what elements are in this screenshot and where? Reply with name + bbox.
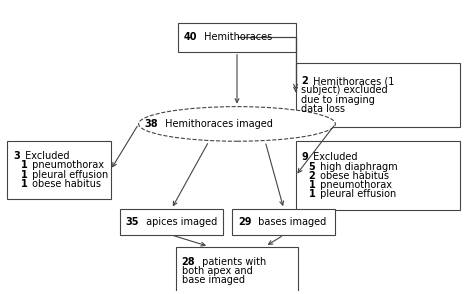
Text: subject) excluded: subject) excluded <box>301 86 388 96</box>
Text: 29: 29 <box>238 217 251 227</box>
Text: 35: 35 <box>126 217 139 227</box>
Text: 1: 1 <box>20 161 27 171</box>
FancyBboxPatch shape <box>120 209 223 235</box>
Text: obese habitus: obese habitus <box>29 179 101 189</box>
Text: 1: 1 <box>309 180 315 190</box>
Text: 28: 28 <box>182 257 195 267</box>
Text: high diaphragm: high diaphragm <box>317 162 398 172</box>
FancyBboxPatch shape <box>178 23 296 52</box>
Text: 1: 1 <box>20 179 27 189</box>
Ellipse shape <box>138 107 336 141</box>
Text: data loss: data loss <box>301 104 345 114</box>
Text: pleural effusion: pleural effusion <box>29 170 109 180</box>
FancyBboxPatch shape <box>8 141 110 199</box>
Text: base imaged: base imaged <box>182 275 245 285</box>
Text: apices imaged: apices imaged <box>143 217 217 227</box>
Text: 38: 38 <box>144 119 158 129</box>
Text: 2: 2 <box>301 76 308 86</box>
Text: pleural effusion: pleural effusion <box>317 189 397 199</box>
Text: 5: 5 <box>309 162 315 172</box>
Text: due to imaging: due to imaging <box>301 95 375 105</box>
FancyBboxPatch shape <box>296 63 459 127</box>
Text: Excluded: Excluded <box>310 152 357 162</box>
Text: 40: 40 <box>184 32 198 42</box>
Text: Hemithoraces: Hemithoraces <box>201 32 273 42</box>
Text: 1: 1 <box>20 170 27 180</box>
Text: patients with: patients with <box>199 257 266 267</box>
Text: 9: 9 <box>301 152 308 162</box>
FancyBboxPatch shape <box>176 246 298 294</box>
FancyBboxPatch shape <box>296 141 459 211</box>
Text: pneumothorax: pneumothorax <box>29 161 104 171</box>
Text: Excluded: Excluded <box>22 151 69 161</box>
Text: obese habitus: obese habitus <box>317 171 389 181</box>
FancyBboxPatch shape <box>232 209 336 235</box>
Text: Hemithoraces (1: Hemithoraces (1 <box>310 76 394 86</box>
Text: 2: 2 <box>309 171 315 181</box>
Text: bases imaged: bases imaged <box>255 217 327 227</box>
Text: 1: 1 <box>309 189 315 199</box>
Text: Hemithoraces imaged: Hemithoraces imaged <box>162 119 273 129</box>
Text: pneumothorax: pneumothorax <box>317 180 392 190</box>
Text: 3: 3 <box>13 151 20 161</box>
Text: both apex and: both apex and <box>182 266 253 276</box>
